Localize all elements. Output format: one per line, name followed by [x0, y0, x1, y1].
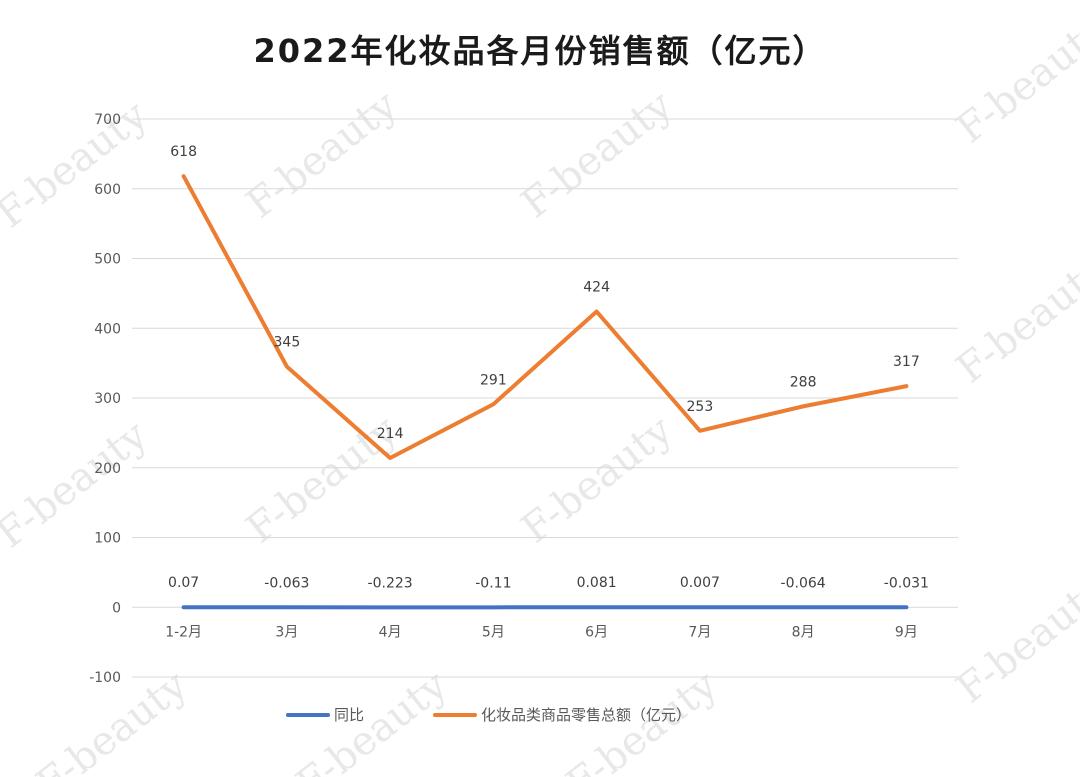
yoy-data-label: 0.081: [577, 575, 617, 591]
y-tick-label: 100: [94, 531, 121, 547]
x-tick-label: 7月: [688, 624, 711, 640]
yoy-data-label: 0.07: [168, 575, 199, 591]
watermark-text: F-beauty: [238, 82, 406, 227]
yoy-data-label: 0.007: [680, 575, 720, 591]
sales-data-label: 291: [480, 372, 507, 388]
y-tick-label: 400: [94, 321, 121, 337]
sales-data-label: 317: [893, 354, 920, 370]
watermark-layer: F-beauty F-beauty F-beauty F-beauty F-beauty…: [0, 7, 1080, 777]
y-tick-label: -100: [89, 670, 121, 686]
chart-title: 2022年化妆品各月份销售额（亿元）: [253, 32, 827, 70]
y-tick-label: 200: [94, 461, 121, 477]
series-lines: [181, 174, 909, 610]
data-labels: 0.07 -0.063 -0.223 -0.11 0.081 0.007 -0.064 -0.…: [168, 144, 929, 591]
watermark-text: F-beauty: [288, 662, 456, 777]
yoy-data-label: -0.11: [475, 575, 511, 591]
yoy-data-label: -0.223: [368, 575, 413, 591]
watermark-text: F-beauty: [948, 567, 1080, 712]
legend: 同比 化妆品类商品零售总额（亿元）: [286, 706, 691, 724]
sales-data-label: 345: [274, 335, 301, 351]
sales-data-label: 214: [377, 426, 404, 442]
watermark-text: F-beauty: [948, 7, 1080, 152]
watermark-text: F-beauty: [0, 92, 156, 237]
yoy-data-label: -0.064: [781, 575, 826, 591]
x-tick-label: 6月: [585, 624, 608, 640]
x-tick-label: 9月: [895, 624, 918, 640]
watermark-text: F-beauty: [513, 82, 681, 227]
x-tick-label: 8月: [792, 624, 815, 640]
y-axis-ticks: -100 0 100 200 300 400 500 600 700: [89, 112, 121, 686]
watermark-text: F-beauty: [513, 407, 681, 552]
sales-data-label: 424: [583, 280, 610, 296]
sales-data-label: 288: [790, 374, 817, 390]
x-tick-label: 1-2月: [165, 624, 202, 640]
x-tick-label: 5月: [482, 624, 505, 640]
y-tick-label: 700: [94, 112, 121, 128]
y-tick-label: 500: [94, 252, 121, 268]
sales-data-label: 253: [687, 399, 714, 415]
x-axis-ticks: 1-2月 3月 4月 5月 6月 7月 8月 9月: [165, 624, 918, 640]
y-tick-label: 300: [94, 391, 121, 407]
legend-label: 化妆品类商品零售总额（亿元）: [481, 706, 691, 724]
watermark-text: F-beauty: [948, 247, 1080, 392]
yoy-data-label: -0.031: [884, 575, 929, 591]
watermark-text: F-beauty: [0, 412, 156, 557]
y-tick-label: 0: [112, 600, 121, 616]
y-tick-label: 600: [94, 182, 121, 198]
yoy-data-label: -0.063: [264, 575, 309, 591]
x-tick-label: 3月: [275, 624, 298, 640]
legend-label: 同比: [334, 706, 364, 724]
sales-series-line: [181, 174, 909, 460]
x-tick-label: 4月: [379, 624, 402, 640]
sales-data-label: 618: [170, 144, 197, 160]
